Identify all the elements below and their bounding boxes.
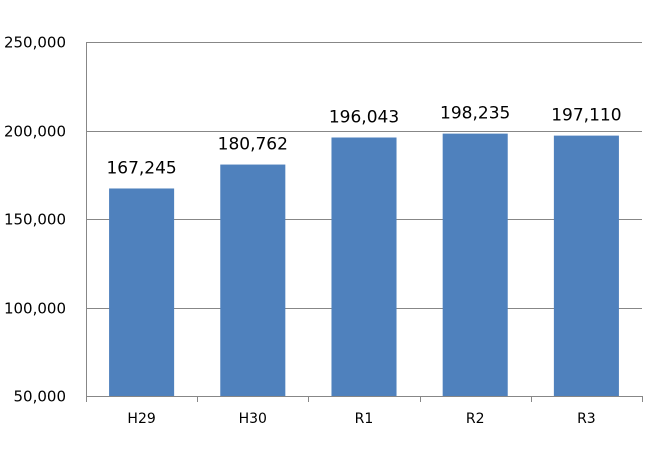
y-tick-label: 100,000 [4,300,66,318]
y-tick-labels: 50,000 100,000 150,000 200,000 250,000 [4,34,66,406]
data-label: 180,762 [218,135,288,155]
data-labels: 167,245 180,762 196,043 198,235 197,110 [106,104,621,179]
bar-R1 [331,137,397,396]
bar-R2 [442,133,508,396]
data-label: 197,110 [551,106,621,126]
y-tick-label: 150,000 [4,211,66,229]
y-tick-label: 50,000 [14,388,67,406]
x-tick-label: H30 [239,411,267,427]
x-tick-label: R3 [577,411,596,427]
data-label: 167,245 [106,158,176,178]
bar-H29 [109,188,175,396]
data-label: 198,235 [440,104,510,124]
bar-R3 [553,135,619,396]
bar-H30 [220,164,286,396]
x-tick-labels: H29 H30 R1 R2 R3 [127,411,595,427]
bars [109,133,619,396]
x-tick-label: R2 [466,411,485,427]
x-tick-label: H29 [127,411,155,427]
data-label: 196,043 [329,108,399,128]
x-tick-label: R1 [355,411,374,427]
y-tick-label: 250,000 [4,34,66,52]
axes [86,42,643,402]
y-tick-label: 200,000 [4,123,66,141]
